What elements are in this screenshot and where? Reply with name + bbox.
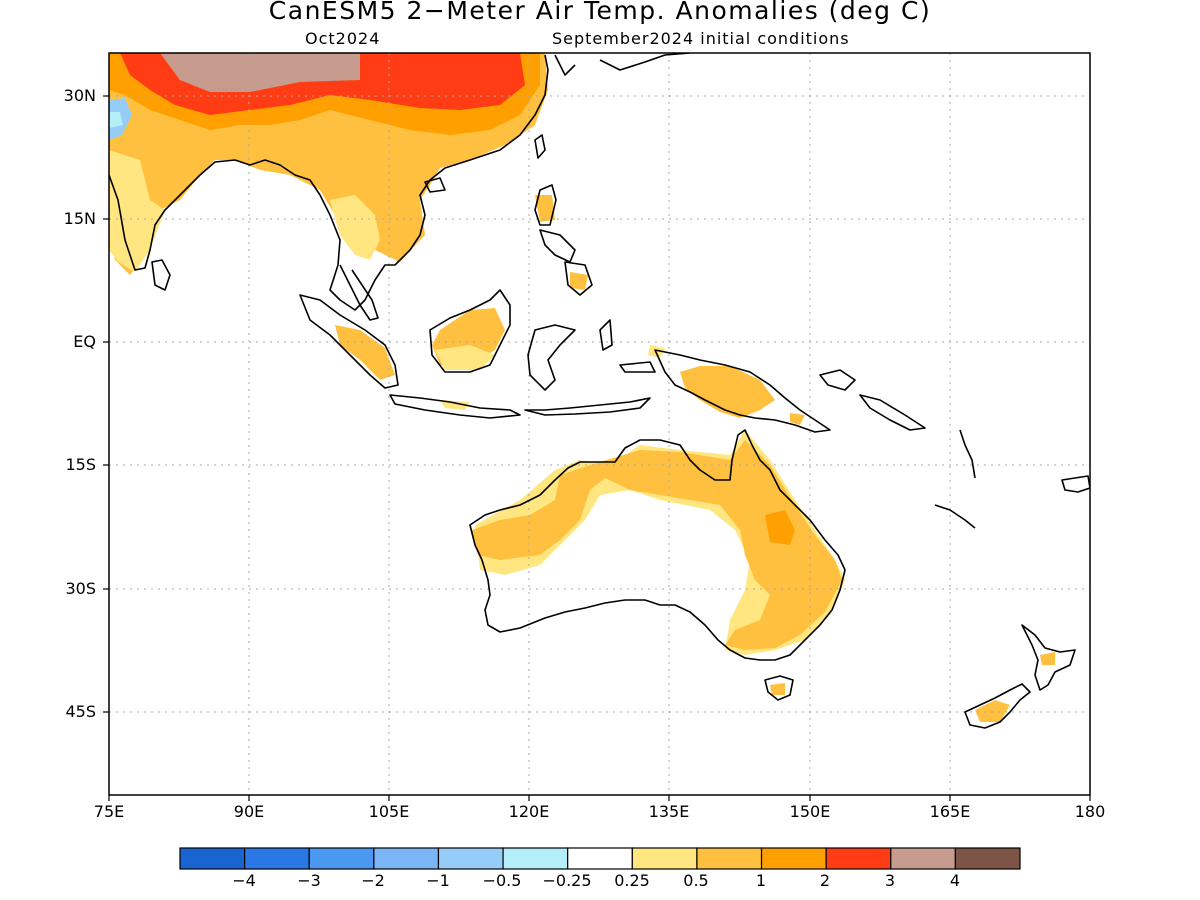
newguinea-warm: [680, 366, 775, 418]
x-label-90e: 90E: [233, 802, 265, 821]
coast-halmahera: [599, 319, 613, 351]
nz-south-warm: [975, 700, 1010, 722]
colorbar-label: 0.25: [614, 871, 650, 890]
initial-conditions: September2024 initial conditions: [552, 29, 850, 48]
x-label-165e: 165E: [929, 802, 971, 821]
coast-malaya: [339, 264, 379, 321]
colorbar-label: −0.25: [542, 871, 592, 890]
coast-luzon: [534, 184, 557, 226]
x-label-75e: 75E: [93, 802, 125, 821]
colorbar-label: −1: [426, 871, 450, 890]
asia-warm-4: [160, 53, 360, 92]
colorbar-swatch: [954, 847, 1021, 870]
plot-frame: [108, 52, 1091, 796]
y-label-45s: 45S: [65, 702, 96, 721]
colorbar-swatch: [631, 847, 698, 870]
colorbar-label: 0.5: [683, 871, 709, 890]
coast-tasmania: [764, 675, 794, 701]
indochina-yellow: [330, 195, 380, 260]
y-label-15s: 15S: [65, 455, 96, 474]
coast-sumatra: [299, 294, 399, 389]
coast-visayas: [539, 229, 576, 263]
coast-sulawesi: [527, 324, 576, 391]
coast-india: [109, 159, 321, 271]
colorbar-swatch: [244, 847, 310, 870]
coast-australia: [469, 429, 846, 661]
colorbar-label: −0.5: [482, 871, 522, 890]
java-yellow: [440, 400, 470, 410]
mindanao-warm: [570, 272, 588, 290]
forecast-month: Oct2024: [305, 29, 381, 48]
coast-hainan: [424, 177, 446, 193]
x-label-150e: 150E: [789, 802, 831, 821]
axis-ticks: [103, 95, 1091, 801]
australia-warm: [472, 440, 842, 650]
colorbar-label: 3: [884, 871, 896, 890]
coast-seram: [619, 361, 656, 373]
x-label-135e: 135E: [648, 802, 690, 821]
colorbar-label: 2: [819, 871, 831, 890]
colorbar-swatch: [308, 847, 375, 870]
coast-nz-south: [964, 683, 1031, 729]
colorbar-label: −2: [361, 871, 385, 890]
colorbar-label: −3: [297, 871, 321, 890]
coast-nz-north: [1021, 624, 1076, 691]
coast-borneo: [429, 289, 511, 373]
coast-java: [389, 394, 521, 419]
png-east: [790, 413, 805, 425]
colorbar-swatch: [502, 847, 569, 870]
colorbar-label: −4: [232, 871, 256, 890]
y-label-30n: 30N: [63, 86, 96, 105]
coast-indochina: [319, 54, 549, 311]
coastlines: [109, 53, 1090, 729]
colorbar-label: 1: [755, 871, 767, 890]
colorbar-swatch: [760, 847, 827, 870]
coast-lesser-sunda: [524, 397, 651, 416]
colorbar-swatch: [825, 847, 892, 870]
coast-korea: [554, 54, 576, 76]
colorbar: [179, 847, 1021, 870]
sumatra-warm: [335, 325, 395, 380]
coast-mindanao: [564, 261, 593, 296]
y-label-30s: 30S: [65, 579, 96, 598]
nz-north-warm: [1040, 652, 1055, 665]
coast-srilanka: [151, 259, 171, 291]
coast-solomons: [859, 394, 926, 431]
coast-fiji: [1061, 475, 1090, 493]
borneo-yellow: [435, 345, 495, 370]
colorbar-swatch: [179, 847, 246, 870]
map-title: CanESM5 2−Meter Air Temp. Anomalies (deg…: [268, 0, 932, 25]
colorbar-label: 4: [949, 871, 961, 890]
coast-vanuatu: [959, 429, 976, 479]
y-label-eq: EQ: [73, 332, 96, 351]
coast-newcaledonia: [934, 504, 976, 529]
coast-newguinea: [654, 349, 831, 433]
coast-japan: [599, 53, 691, 71]
anomaly-shading: [109, 53, 1055, 722]
philippines-warm: [535, 195, 555, 222]
colorbar-swatch: [437, 847, 504, 870]
gridlines: [109, 53, 1090, 795]
coast-taiwan: [534, 134, 546, 159]
tasmania-warm: [770, 683, 785, 695]
colorbar-swatch: [373, 847, 440, 870]
colorbar-swatch: [890, 847, 956, 870]
colorbar-swatch: [696, 847, 763, 870]
cold-spot-inner: [109, 112, 123, 128]
x-label-180: 180: [1074, 802, 1106, 821]
colorbar-swatch: [567, 847, 633, 870]
x-label-105e: 105E: [368, 802, 410, 821]
australia-hot: [765, 510, 795, 545]
y-label-15n: 15N: [63, 209, 96, 228]
coast-newbritain: [819, 369, 856, 391]
x-label-120e: 120E: [508, 802, 550, 821]
